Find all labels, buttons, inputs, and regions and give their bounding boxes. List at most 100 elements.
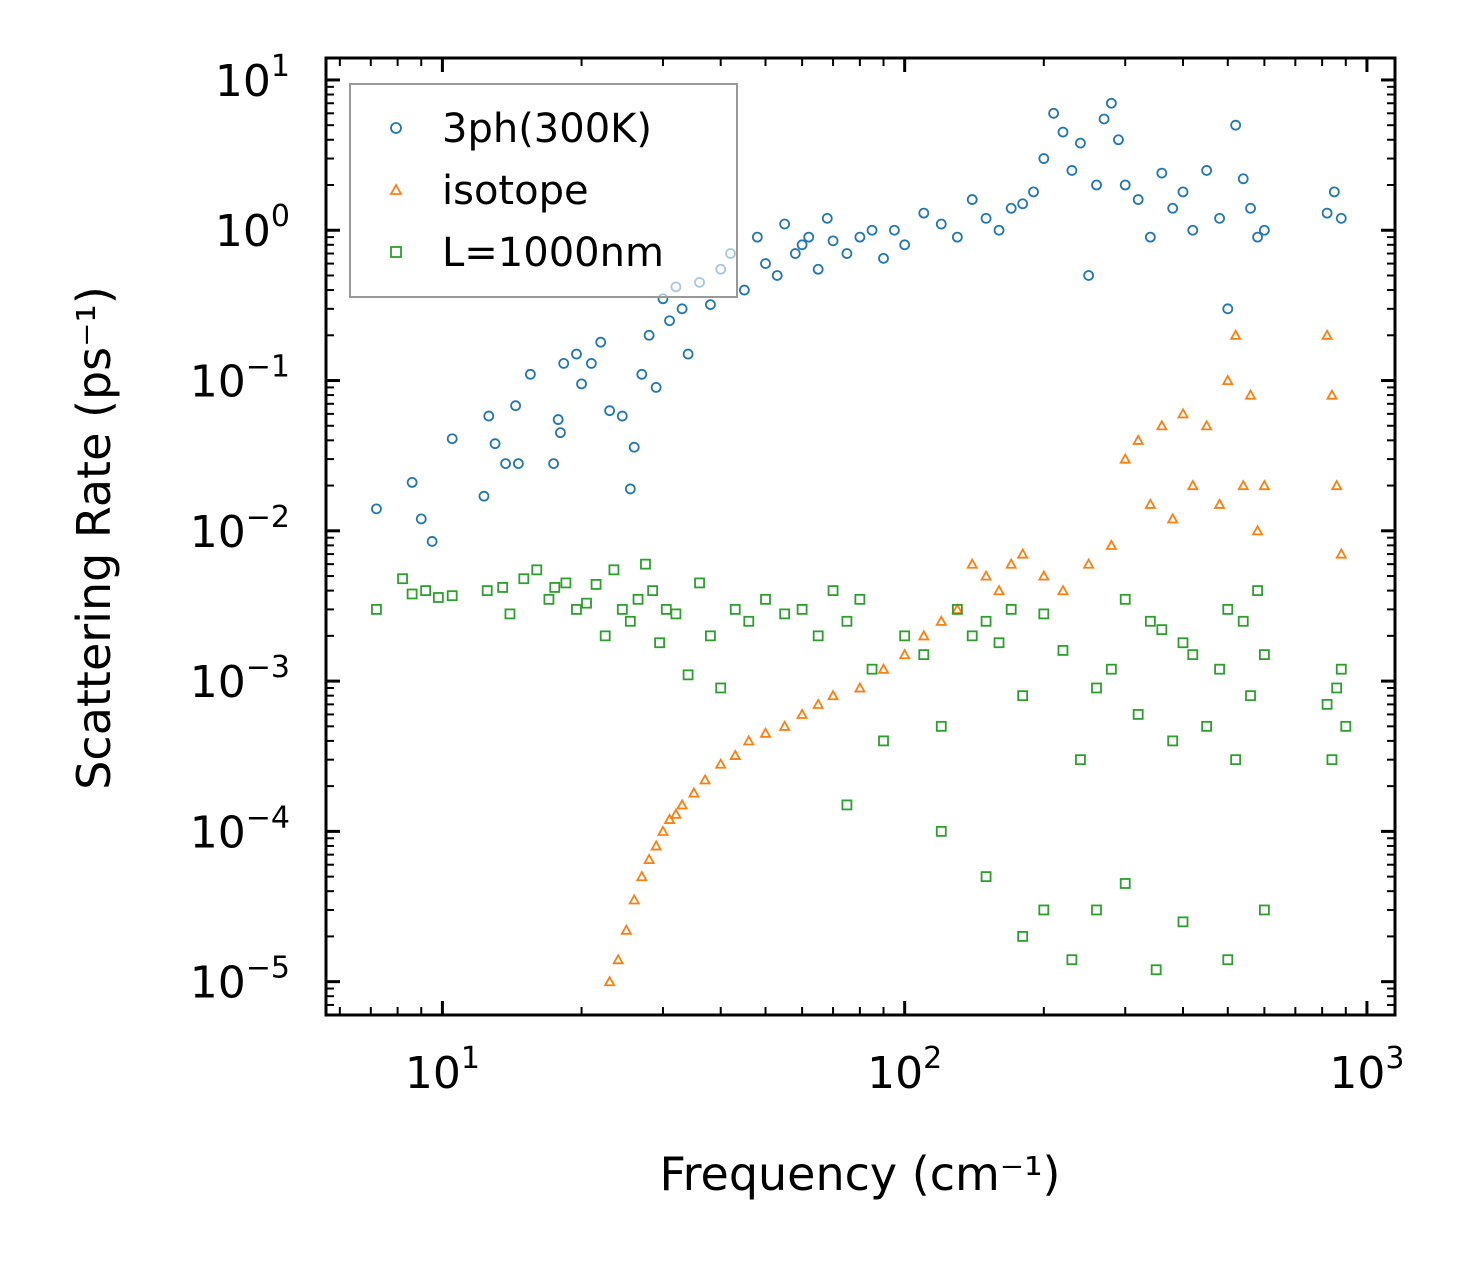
- legend-label: L=1000nm: [442, 230, 664, 276]
- data-point-circle: [1156, 167, 1168, 179]
- data-point-circle: [595, 336, 607, 348]
- data-point-circle: [1098, 113, 1110, 125]
- data-point-circle: [1113, 134, 1124, 146]
- data-point-triangle: [1244, 388, 1257, 400]
- data-point-triangle: [656, 825, 669, 836]
- data-point-triangle: [1144, 497, 1157, 509]
- data-point-triangle: [778, 719, 791, 731]
- data-point-square: [1075, 754, 1086, 766]
- data-point-square: [531, 564, 543, 576]
- data-point-circle: [676, 303, 688, 315]
- data-point-triangle: [935, 614, 948, 626]
- data-point-circle: [415, 513, 427, 525]
- data-point-circle: [1017, 198, 1029, 210]
- data-point-triangle: [663, 813, 676, 824]
- data-point-square: [1119, 878, 1131, 889]
- x-tick-labels: 101 102 103: [405, 1041, 1405, 1099]
- data-point-square: [1258, 904, 1270, 916]
- data-point-square: [481, 585, 493, 597]
- data-point-circle: [1214, 212, 1225, 224]
- data-point-circle: [576, 378, 587, 390]
- legend-label: isotope: [442, 168, 589, 214]
- data-point-circle: [854, 231, 866, 243]
- legend-entries: 3ph(300K) isotope L=1000nm: [389, 106, 664, 276]
- data-point-square: [694, 577, 705, 589]
- data-point-circle: [1252, 231, 1263, 243]
- data-point-circle: [918, 207, 930, 219]
- data-point-square: [1177, 637, 1189, 649]
- data-point-circle: [371, 503, 382, 515]
- data-point-square: [1066, 954, 1078, 966]
- data-point-circle: [604, 405, 616, 417]
- data-point-circle: [426, 536, 438, 547]
- data-point-square: [935, 825, 947, 837]
- x-axis-title: Frequency (cm⁻¹): [660, 1147, 1061, 1201]
- data-point-triangle: [620, 923, 633, 935]
- data-point-square: [1091, 682, 1102, 694]
- data-point-square: [980, 871, 992, 883]
- x-tick-label: 101: [405, 1041, 480, 1099]
- data-point-square: [812, 630, 824, 642]
- data-point-square: [599, 630, 611, 642]
- data-point-square: [571, 603, 582, 615]
- data-point-circle: [1028, 186, 1039, 198]
- data-point-square: [1245, 690, 1256, 702]
- data-point-triangle: [635, 870, 648, 882]
- data-point-circle: [1038, 153, 1050, 164]
- data-point-circle: [841, 248, 853, 259]
- data-point-square: [1326, 754, 1338, 766]
- data-point-square: [1091, 904, 1102, 916]
- data-point-square: [616, 603, 628, 615]
- legend-label: 3ph(300K): [442, 106, 652, 152]
- data-point-triangle: [729, 749, 742, 760]
- data-point-square: [935, 720, 947, 732]
- data-point-square: [1252, 585, 1263, 597]
- data-point-circle: [878, 252, 889, 264]
- data-point-circle: [1222, 303, 1234, 315]
- series-L=1000nm: [371, 558, 1352, 976]
- data-point-triangle: [877, 662, 890, 674]
- y-tick-label: 10−3: [190, 650, 290, 708]
- data-point-square: [841, 615, 853, 627]
- data-point-circle: [500, 458, 512, 470]
- data-point-square: [1214, 663, 1225, 675]
- data-point-circle: [1066, 165, 1078, 176]
- series-isotope: [603, 328, 1348, 987]
- data-point-square: [1038, 608, 1050, 620]
- data-point-square: [504, 608, 516, 620]
- data-point-square: [1258, 649, 1270, 661]
- data-point-circle: [1057, 126, 1069, 138]
- data-point-circle: [760, 258, 771, 269]
- data-point-triangle: [1037, 569, 1050, 581]
- data-point-triangle: [1186, 479, 1199, 491]
- data-point-square: [1187, 649, 1199, 661]
- data-point-square: [1340, 720, 1352, 732]
- data-point-square: [1222, 954, 1234, 966]
- data-point-square: [432, 592, 444, 603]
- data-point-triangle: [1229, 328, 1242, 340]
- data-point-square: [1150, 964, 1162, 976]
- data-point-triangle: [980, 569, 993, 581]
- data-point-square: [590, 578, 602, 590]
- data-point-square: [1105, 663, 1117, 675]
- legend-entry: 3ph(300K): [390, 106, 652, 152]
- data-point-triangle: [966, 557, 979, 569]
- data-point-triangle: [853, 681, 866, 693]
- data-point-triangle: [1200, 419, 1213, 431]
- data-point-square: [1335, 663, 1347, 675]
- data-point-square: [779, 608, 791, 620]
- data-point-square: [1005, 603, 1017, 615]
- data-point-square: [796, 603, 808, 615]
- data-point-square: [549, 582, 561, 593]
- data-point-triangle: [1237, 479, 1250, 491]
- data-point-circle: [803, 231, 815, 243]
- data-point-triangle: [1213, 497, 1226, 509]
- data-point-square: [640, 558, 651, 570]
- data-point-square: [543, 593, 555, 605]
- data-point-triangle: [812, 698, 825, 709]
- data-point-triangle: [714, 757, 727, 769]
- data-point-square: [1119, 593, 1131, 605]
- data-point-square: [560, 577, 572, 589]
- data-point-triangle: [1005, 557, 1018, 569]
- data-point-square: [980, 615, 992, 627]
